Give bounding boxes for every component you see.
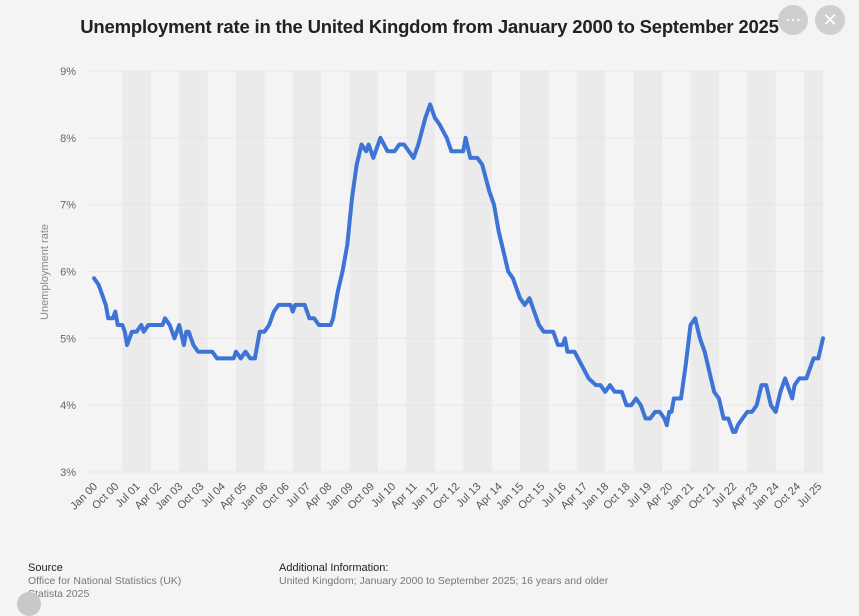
year-band [349, 71, 379, 472]
ellipsis-icon[interactable]: ⋯ [778, 5, 808, 35]
source-line-1[interactable]: Office for National Statistics (UK) [28, 575, 182, 587]
y-axis-ticks: 3% 4% 5% 6% 7% 8% 9% [60, 66, 76, 479]
source-line-2: Statista 2025 [28, 588, 90, 600]
close-icon[interactable]: ✕ [815, 5, 845, 35]
additional-info-block: Additional Information: United Kingdom; … [279, 562, 608, 588]
x-tick-label: Jul 25 [795, 481, 824, 510]
y-axis-label: Unemployment rate [39, 224, 51, 320]
series-layer [92, 102, 825, 434]
source-block: Source Office for National Statistics (U… [28, 562, 181, 601]
series-line [92, 102, 825, 434]
y-tick-label: 4% [60, 400, 76, 412]
chart-title: Unemployment rate in the United Kingdom … [80, 16, 779, 37]
y-tick-label: 5% [60, 333, 76, 345]
y-tick-label: 3% [60, 467, 76, 479]
year-band [463, 71, 492, 472]
y-tick-label: 9% [60, 66, 76, 78]
source-heading: Source [28, 562, 63, 574]
y-tick-label: 7% [60, 200, 76, 212]
info-text: United Kingdom; January 2000 to Septembe… [279, 575, 609, 587]
year-band [179, 71, 208, 472]
y-tick-label: 8% [60, 133, 76, 145]
info-heading: Additional Information: [279, 562, 389, 574]
y-tick-label: 6% [60, 267, 76, 279]
scroll-handle[interactable] [17, 592, 41, 616]
